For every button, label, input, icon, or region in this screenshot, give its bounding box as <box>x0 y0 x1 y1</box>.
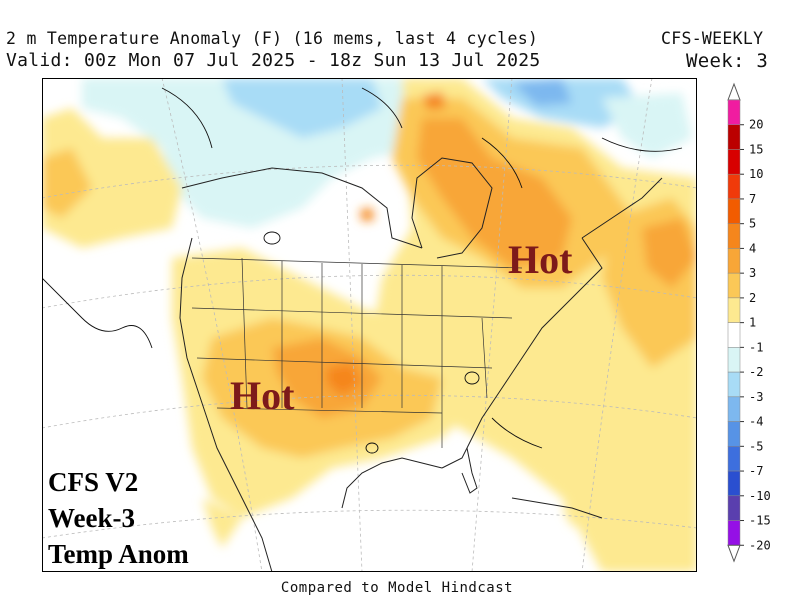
legend-tick-label: 1 <box>749 316 756 330</box>
legend-tick-label: -10 <box>749 489 771 503</box>
footer-note: Compared to Model Hindcast <box>280 580 514 596</box>
legend-tick-label: -1 <box>749 340 763 354</box>
legend-tick-label: 5 <box>749 217 756 231</box>
coastlines <box>179 157 663 572</box>
legend-swatch <box>727 223 741 249</box>
legend-tick-label: 15 <box>749 142 763 156</box>
legend-swatch <box>727 371 741 398</box>
legend-swatch <box>727 99 741 125</box>
legend-tick-label: -2 <box>749 365 763 379</box>
legend-tick-label: 4 <box>749 241 756 255</box>
legend-tick-label: 20 <box>749 118 763 132</box>
legend-tick-label: -15 <box>749 514 771 528</box>
legend-swatch <box>727 347 741 373</box>
temperature-anomaly-map <box>42 78 697 572</box>
legend-tick-label: -4 <box>749 415 763 429</box>
overlay-line-model: CFS V2 <box>48 467 139 497</box>
anomaly-contours <box>42 87 683 454</box>
legend-swatch <box>727 470 741 497</box>
legend-tick-label: 2 <box>749 291 756 305</box>
color-legend: 20 15 10 7 5 4 3 2 1 -1 -2 -3 -4 -5 -7 -10 -15 -20 <box>727 82 771 563</box>
legend-top-arrow <box>727 82 741 101</box>
graticule <box>42 78 697 572</box>
legend-swatch <box>727 124 741 150</box>
legend-tick-label: 10 <box>749 167 763 181</box>
anomaly-shading <box>42 78 697 572</box>
valid-period: Valid: 00z Mon 07 Jul 2025 - 18z Sun 13 … <box>6 50 541 71</box>
overlay-line-variable: Temp Anom <box>48 539 189 569</box>
week-label: Week: 3 <box>686 50 769 72</box>
legend-swatch <box>727 520 741 546</box>
map-title: 2 m Temperature Anomaly (F) (16 mems, la… <box>6 29 539 48</box>
legend-swatch <box>727 446 741 472</box>
legend-tick-label: -5 <box>749 439 763 453</box>
legend-bottom-arrow <box>727 544 741 563</box>
hot-label-northeast: Hot <box>508 237 573 282</box>
model-name: CFS-WEEKLY <box>661 29 764 48</box>
legend-tick-label: -7 <box>749 464 763 478</box>
legend-tick-label: -3 <box>749 390 763 404</box>
legend-swatch <box>727 149 741 175</box>
hot-label-southwest: Hot <box>230 373 295 418</box>
model-overlay-label: CFS V2 Week-3 Temp Anom <box>48 464 189 572</box>
state-borders <box>191 257 523 448</box>
legend-swatch <box>727 495 741 521</box>
legend-swatch <box>727 396 741 422</box>
legend-swatch <box>727 198 741 224</box>
legend-swatch <box>727 173 741 200</box>
legend-swatch <box>727 297 741 323</box>
legend-swatch <box>727 248 741 274</box>
legend-swatch <box>727 421 741 447</box>
overlay-line-week: Week-3 <box>48 503 135 533</box>
legend-swatch <box>727 272 741 299</box>
legend-tick-label: -20 <box>749 538 771 552</box>
legend-swatch <box>727 322 741 348</box>
legend-tick-label: 7 <box>749 192 756 206</box>
legend-tick-label: 3 <box>749 266 756 280</box>
